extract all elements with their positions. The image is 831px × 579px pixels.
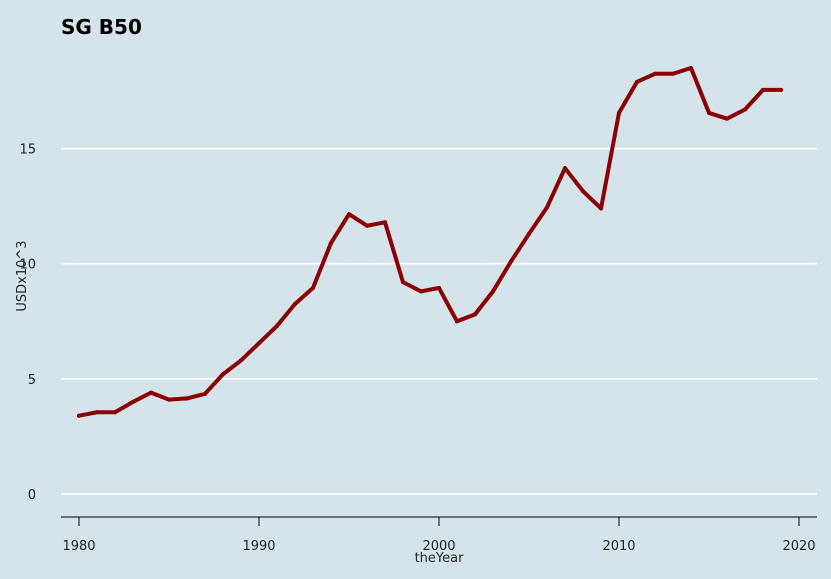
data-point bbox=[437, 285, 441, 290]
data-point bbox=[95, 410, 99, 415]
data-point bbox=[185, 396, 189, 401]
data-point bbox=[275, 323, 279, 328]
data-point bbox=[131, 399, 135, 404]
data-point bbox=[149, 390, 153, 395]
data-point bbox=[527, 231, 531, 236]
data-point bbox=[329, 241, 333, 246]
x-axis-title: theYear bbox=[415, 551, 465, 566]
data-point bbox=[761, 87, 765, 92]
data-point bbox=[617, 110, 621, 115]
x-tick-label: 1990 bbox=[242, 539, 275, 554]
y-tick-label: 10 bbox=[19, 258, 36, 273]
data-point bbox=[221, 372, 225, 377]
data-point bbox=[509, 259, 513, 264]
y-axis-title: USDx10^3 bbox=[15, 240, 30, 311]
data-point bbox=[599, 206, 603, 211]
data-point bbox=[473, 312, 477, 317]
y-tick-label: 0 bbox=[28, 488, 36, 503]
data-point bbox=[383, 220, 387, 225]
data-point bbox=[293, 302, 297, 307]
data-point bbox=[545, 205, 549, 210]
data-point bbox=[401, 280, 405, 285]
data-point bbox=[239, 358, 243, 363]
data-point bbox=[77, 413, 81, 418]
data-point bbox=[311, 285, 315, 290]
y-axis-ticks: 0 5 10 15 bbox=[19, 143, 36, 503]
data-point bbox=[419, 289, 423, 294]
data-point bbox=[365, 223, 369, 228]
x-axis-ticks: 1980 1990 2000 2010 2020 bbox=[62, 517, 816, 554]
data-point bbox=[743, 107, 747, 112]
x-tick-label: 2020 bbox=[782, 539, 815, 554]
x-tick-label: 1980 bbox=[62, 539, 95, 554]
y-tick-label: 5 bbox=[28, 373, 36, 388]
data-point bbox=[725, 116, 729, 121]
data-point bbox=[257, 341, 261, 346]
data-point bbox=[671, 71, 675, 76]
data-point bbox=[563, 166, 567, 171]
data-point bbox=[689, 66, 693, 71]
data-point bbox=[203, 391, 207, 396]
data-point bbox=[455, 319, 459, 324]
data-point bbox=[491, 289, 495, 294]
y-tick-label: 15 bbox=[19, 143, 36, 158]
data-point bbox=[167, 397, 171, 402]
grid-layer bbox=[61, 147, 817, 495]
data-point bbox=[653, 71, 657, 76]
chart-title: SG B50 bbox=[61, 15, 142, 39]
data-point bbox=[779, 87, 783, 92]
data-point bbox=[113, 410, 117, 415]
x-tick-label: 2000 bbox=[422, 539, 455, 554]
series-line bbox=[77, 66, 783, 418]
data-point bbox=[581, 189, 585, 194]
data-point bbox=[707, 110, 711, 115]
series-layer bbox=[77, 66, 783, 418]
data-point bbox=[347, 212, 351, 217]
x-tick-label: 2010 bbox=[602, 539, 635, 554]
data-point bbox=[635, 79, 639, 84]
